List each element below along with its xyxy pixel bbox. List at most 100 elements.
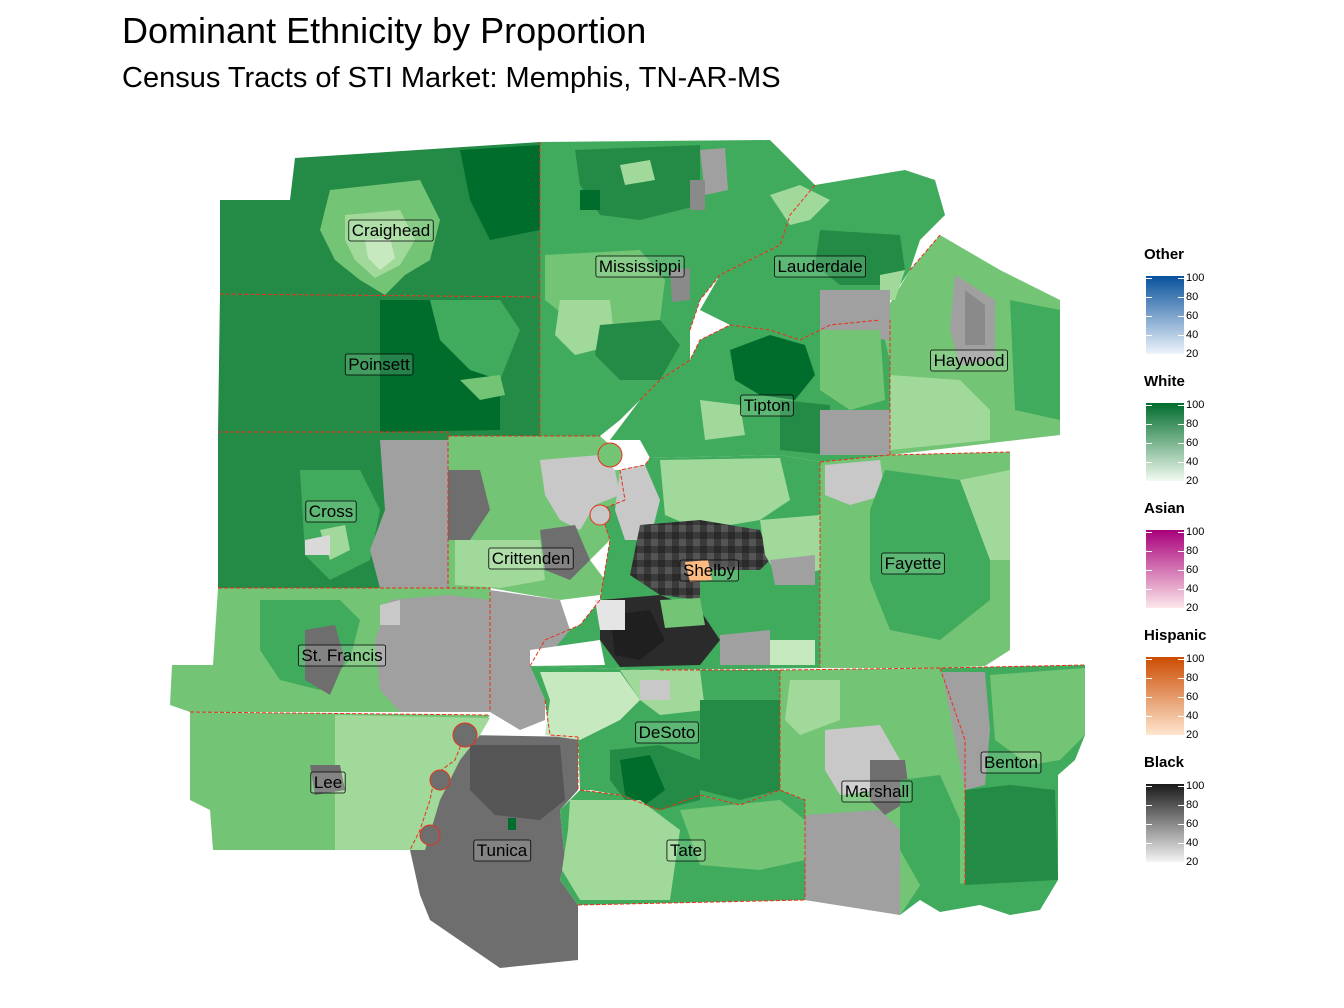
- legend-tick-mark: [1146, 481, 1152, 482]
- svg-text:Haywood: Haywood: [934, 351, 1005, 370]
- county-label-tate: Tate: [666, 839, 706, 862]
- legend-colorbar: [1146, 784, 1184, 862]
- legend-tick-mark: [1146, 278, 1152, 279]
- legend-tick: 20: [1186, 602, 1199, 614]
- legend-title: White: [1144, 373, 1185, 390]
- county-label-marshall: Marshall: [841, 780, 913, 803]
- svg-text:Lauderdale: Lauderdale: [777, 257, 862, 276]
- legend-colorbar: [1146, 657, 1184, 735]
- county-label-desoto: DeSoto: [635, 721, 699, 744]
- legend-tick-mark: [1146, 697, 1152, 698]
- legend-tick: 20: [1186, 475, 1199, 487]
- legend-tick: 100: [1186, 780, 1205, 792]
- legend-tick-mark: [1178, 716, 1184, 717]
- legend-other: Other 100 80 60 40 20: [1144, 246, 1334, 366]
- legend-tick: 80: [1186, 799, 1199, 811]
- legend-tick-mark: [1178, 589, 1184, 590]
- county-label-tunica: Tunica: [473, 839, 532, 862]
- svg-text:Tipton: Tipton: [744, 396, 791, 415]
- legend-tick: 40: [1186, 710, 1199, 722]
- legend-tick-mark: [1178, 824, 1184, 825]
- legend-tick: 40: [1186, 837, 1199, 849]
- map-subtitle: Census Tracts of STI Market: Memphis, TN…: [122, 62, 781, 94]
- county-label-lauderdale: Lauderdale: [774, 255, 866, 278]
- svg-text:Shelby: Shelby: [683, 561, 735, 580]
- legend-tick-mark: [1146, 424, 1152, 425]
- legend-tick-mark: [1146, 570, 1152, 571]
- legend-tick-mark: [1146, 443, 1152, 444]
- legend-tick: 100: [1186, 272, 1205, 284]
- legend-tick-mark: [1146, 551, 1152, 552]
- legend-tick-mark: [1146, 297, 1152, 298]
- county-label-craighead: Craighead: [348, 219, 434, 242]
- legend-tick: 60: [1186, 691, 1199, 703]
- legend-title: Asian: [1144, 500, 1185, 517]
- legend-tick-mark: [1178, 481, 1184, 482]
- svg-text:Fayette: Fayette: [885, 554, 942, 573]
- legend-tick: 60: [1186, 437, 1199, 449]
- legend-tick-mark: [1146, 735, 1152, 736]
- svg-text:Cross: Cross: [309, 502, 353, 521]
- legend-tick: 20: [1186, 348, 1199, 360]
- legend-tick: 20: [1186, 729, 1199, 741]
- legend-tick: 60: [1186, 564, 1199, 576]
- tract-overlays: [260, 145, 1085, 915]
- legend-white: White 100 80 60 40 20: [1144, 373, 1334, 493]
- legend-tick-mark: [1178, 659, 1184, 660]
- legend-tick-mark: [1178, 278, 1184, 279]
- legend-tick-mark: [1178, 570, 1184, 571]
- legend-tick-mark: [1178, 735, 1184, 736]
- legend-tick-mark: [1146, 354, 1152, 355]
- legend-colorbar: [1146, 276, 1184, 354]
- svg-text:Mississippi: Mississippi: [599, 257, 681, 276]
- county-label-mississippi: Mississippi: [595, 255, 685, 278]
- legend-tick-mark: [1178, 786, 1184, 787]
- svg-text:Craighead: Craighead: [352, 221, 430, 240]
- county-label-crittenden: Crittenden: [488, 547, 574, 570]
- legend-black: Black 100 80 60 40 20: [1144, 754, 1334, 874]
- legend-tick-mark: [1146, 532, 1152, 533]
- county-label-st-francis: St. Francis: [297, 644, 387, 667]
- legend-tick-mark: [1178, 697, 1184, 698]
- legend-tick-mark: [1146, 786, 1152, 787]
- legend-tick: 80: [1186, 418, 1199, 430]
- legend-tick-mark: [1146, 608, 1152, 609]
- legend-colorbar: [1146, 530, 1184, 608]
- legend-tick-mark: [1146, 805, 1152, 806]
- county-label-benton: Benton: [980, 751, 1042, 774]
- svg-text:Lee: Lee: [314, 773, 342, 792]
- legend-tick-mark: [1178, 862, 1184, 863]
- legend-tick-mark: [1146, 335, 1152, 336]
- svg-text:Marshall: Marshall: [845, 782, 909, 801]
- county-label-poinsett: Poinsett: [344, 353, 414, 376]
- legend-title: Other: [1144, 246, 1185, 263]
- legend-tick-mark: [1178, 297, 1184, 298]
- legend-tick: 60: [1186, 818, 1199, 830]
- svg-text:Tate: Tate: [670, 841, 702, 860]
- county-label-shelby: Shelby: [679, 559, 739, 582]
- legend-tick-mark: [1178, 843, 1184, 844]
- legend-asian: Asian 100 80 60 40 20: [1144, 500, 1334, 620]
- svg-text:DeSoto: DeSoto: [639, 723, 696, 742]
- svg-text:Crittenden: Crittenden: [492, 549, 570, 568]
- southeast-strip: [900, 880, 1058, 915]
- legend-tick: 80: [1186, 291, 1199, 303]
- legend-tick: 40: [1186, 329, 1199, 341]
- county-label-cross: Cross: [305, 500, 357, 523]
- legend-tick-mark: [1178, 678, 1184, 679]
- legend-tick-mark: [1178, 316, 1184, 317]
- county-label-lee: Lee: [310, 771, 346, 794]
- legend-tick-mark: [1146, 316, 1152, 317]
- legend-tick-mark: [1146, 462, 1152, 463]
- legend-tick: 100: [1186, 653, 1205, 665]
- legend-tick-mark: [1178, 335, 1184, 336]
- legend-tick-mark: [1146, 405, 1152, 406]
- county-boundaries: [189, 142, 1086, 906]
- legend-tick: 80: [1186, 545, 1199, 557]
- county-label-haywood: Haywood: [930, 349, 1008, 372]
- legend-colorbar: [1146, 403, 1184, 481]
- legend-title: Black: [1144, 754, 1185, 771]
- svg-text:Tunica: Tunica: [477, 841, 528, 860]
- legend-tick-mark: [1178, 354, 1184, 355]
- legend-tick-mark: [1178, 443, 1184, 444]
